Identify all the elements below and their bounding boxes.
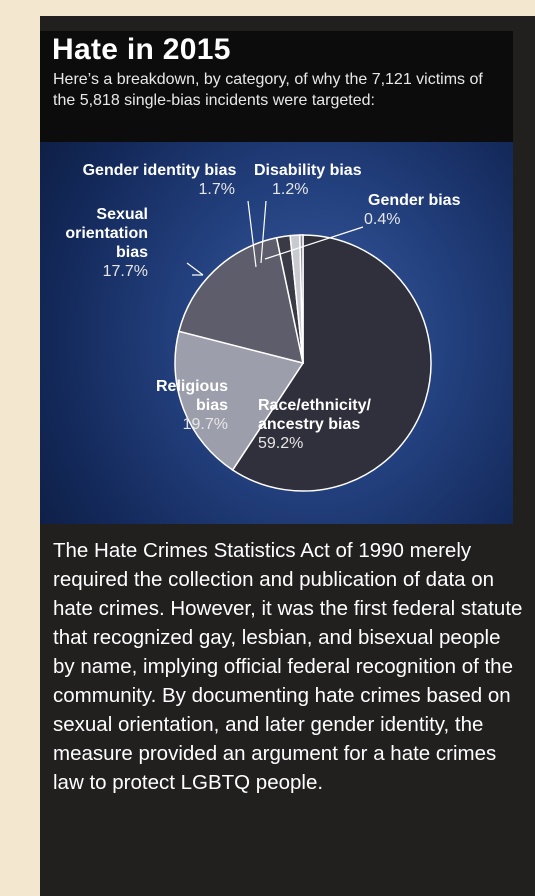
slice-name-gender-identity: Gender identity bias xyxy=(82,162,237,179)
slice-value-race-ethnicity: 59.2% xyxy=(258,435,304,452)
pie-chart xyxy=(174,200,432,492)
pie-slice-sexual-orientation-bias xyxy=(178,236,304,365)
slice-value-gender: 0.4% xyxy=(364,211,401,228)
slice-label-disability: Disability bias 1.2% xyxy=(254,161,374,199)
slice-name-sexual-orientation: Sexual orientation bias xyxy=(65,206,148,261)
body-paragraph: The Hate Crimes Statistics Act of 1990 m… xyxy=(53,539,523,794)
slice-label-gender: Gender bias 0.4% xyxy=(358,191,498,229)
leader-lines xyxy=(186,200,364,276)
chart-header: Hate in 2015 Here’s a breakdown, by cate… xyxy=(40,31,513,142)
leader-line-sexual-orientation-elbow xyxy=(186,262,204,276)
content-panel: Hate in 2015 Here’s a breakdown, by cate… xyxy=(40,16,535,896)
slice-name-religious: Religious bias xyxy=(155,378,228,414)
slice-label-gender-identity: Gender identity bias 1.7% xyxy=(72,161,247,199)
slice-value-religious: 19.7% xyxy=(182,416,228,433)
slice-name-gender: Gender bias xyxy=(368,192,461,209)
pie-slices xyxy=(174,234,432,492)
slice-value-disability: 1.2% xyxy=(272,181,309,198)
slice-label-race-ethnicity: Race/ethnicity/ ancestry bias 59.2% xyxy=(258,396,371,453)
slice-value-sexual-orientation: 17.7% xyxy=(102,263,148,280)
hate-crimes-infographic: Hate in 2015 Here’s a breakdown, by cate… xyxy=(40,31,513,524)
pie-slice-religious-bias xyxy=(174,330,305,471)
pie-slice-gender-bias xyxy=(299,234,304,364)
pie-slice-race-ethnicity-ancestry-bias xyxy=(231,234,432,492)
slice-label-sexual-orientation: Sexual orientation bias 17.7% xyxy=(48,205,148,281)
chart-title: Hate in 2015 xyxy=(52,33,231,66)
slice-name-disability: Disability bias xyxy=(254,162,362,179)
slice-value-gender-identity: 1.7% xyxy=(198,181,235,198)
leader-line-gender xyxy=(264,226,364,260)
slice-label-religious: Religious bias 19.7% xyxy=(132,377,228,434)
slice-name-race-ethnicity: Race/ethnicity/ ancestry bias xyxy=(258,397,371,433)
leader-line-gender-identity xyxy=(247,200,257,268)
leader-line-disability xyxy=(260,200,267,264)
chart-subtitle: Here’s a breakdown, by category, of why … xyxy=(53,71,483,109)
